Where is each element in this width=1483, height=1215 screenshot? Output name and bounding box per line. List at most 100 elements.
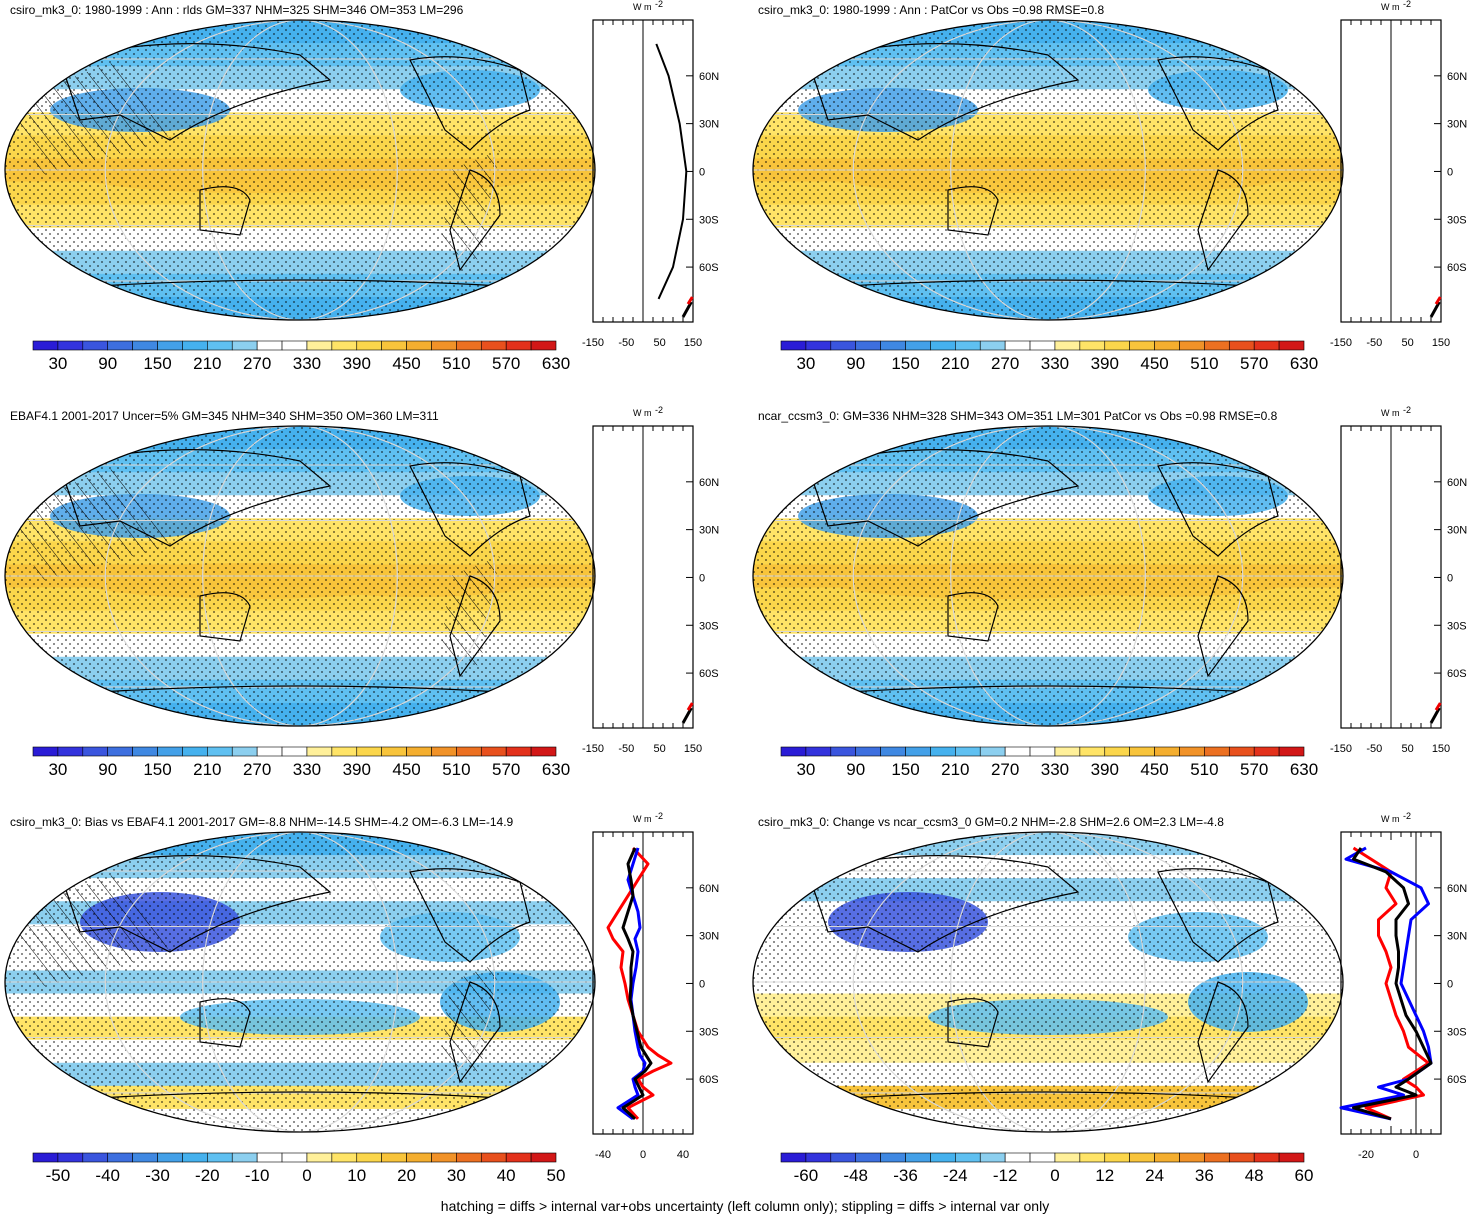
colorbar-swatch bbox=[57, 340, 84, 351]
colorbar-swatch bbox=[1104, 340, 1130, 351]
colorbar-label: 630 bbox=[542, 760, 570, 779]
coastline bbox=[59, 43, 332, 141]
graticule-meridian bbox=[852, 832, 1244, 1132]
colorbar-label: 630 bbox=[1290, 354, 1318, 373]
map-field bbox=[5, 426, 595, 726]
colorbar-swatch bbox=[132, 746, 158, 757]
zonal-profile: W m -2 60N 30N 0 30S 60S -150 -50 50 150 bbox=[1330, 405, 1467, 755]
colorbar-swatch bbox=[1278, 746, 1305, 757]
colorbar-label: 270 bbox=[991, 760, 1019, 779]
colorbar-swatch bbox=[1029, 746, 1056, 757]
colorbar-swatch bbox=[431, 746, 457, 757]
colorbar-label: -10 bbox=[245, 1166, 270, 1185]
x-tick-label: -150 bbox=[1330, 743, 1352, 755]
lat-label: 30N bbox=[1447, 931, 1467, 943]
lat-label: 60N bbox=[1447, 477, 1467, 489]
lat-label: 30S bbox=[1447, 214, 1467, 226]
colorbar-swatch bbox=[306, 1152, 333, 1163]
colorbar-swatch bbox=[32, 1152, 59, 1163]
panel-title: EBAF4.1 2001-2017 Uncer=5% GM=345 NHM=34… bbox=[10, 409, 439, 423]
colorbar-swatch bbox=[780, 340, 807, 351]
coastline bbox=[1157, 462, 1279, 557]
colorbar-swatch bbox=[306, 746, 333, 757]
colorbar-label: 30 bbox=[48, 760, 67, 779]
x-tick-label: 50 bbox=[654, 337, 666, 349]
colorbar-swatch bbox=[930, 746, 956, 757]
colorbar-label: 270 bbox=[243, 760, 271, 779]
colorbar-swatch bbox=[1204, 340, 1230, 351]
map-field bbox=[753, 426, 1343, 726]
colorbar-swatch bbox=[805, 1152, 832, 1163]
colorbar-label: 60 bbox=[1295, 1166, 1314, 1185]
x-tick-label: 150 bbox=[684, 743, 702, 755]
lat-label: 0 bbox=[699, 572, 705, 584]
coastline bbox=[807, 449, 1080, 547]
colorbar-swatch bbox=[1228, 1152, 1255, 1163]
colorbar-swatch bbox=[82, 746, 109, 757]
lat-label: 30N bbox=[699, 931, 719, 943]
colorbar-swatch bbox=[281, 746, 308, 757]
colorbar-swatch bbox=[107, 746, 133, 757]
unit-superscript: -2 bbox=[655, 811, 663, 821]
colorbar-swatch bbox=[1054, 340, 1081, 351]
colorbar-swatch bbox=[1179, 1152, 1205, 1163]
unit-superscript: -2 bbox=[1403, 405, 1411, 415]
colorbar-label: 90 bbox=[846, 760, 865, 779]
colorbar-label: 150 bbox=[143, 760, 171, 779]
panel-6: csiro_mk3_0: Change vs ncar_ccsm3_0 GM=0… bbox=[752, 811, 1467, 1185]
colorbar-swatch bbox=[381, 746, 407, 757]
colorbar-label: 0 bbox=[1050, 1166, 1059, 1185]
colorbar-swatch bbox=[356, 340, 382, 351]
coastline bbox=[59, 449, 332, 547]
colorbar-swatch bbox=[406, 340, 432, 351]
colorbar-swatch bbox=[505, 746, 532, 757]
colorbar-label: 570 bbox=[1240, 760, 1268, 779]
colorbar-swatch bbox=[1129, 1152, 1155, 1163]
colorbar-swatch bbox=[132, 1152, 158, 1163]
colorbar-swatch bbox=[905, 1152, 931, 1163]
zonal-profile: W m -2 60N 30N 0 30S 60S -20 0 bbox=[1339, 811, 1467, 1161]
lat-label: 30S bbox=[1447, 1026, 1467, 1038]
unit-superscript: -2 bbox=[1403, 811, 1411, 821]
x-tick-label: -50 bbox=[618, 743, 634, 755]
lat-label: 30N bbox=[699, 525, 719, 537]
colorbar-swatch bbox=[1129, 340, 1155, 351]
colorbar-swatch bbox=[1154, 340, 1180, 351]
coastline bbox=[199, 998, 251, 1048]
coastline bbox=[947, 186, 999, 236]
series-line bbox=[606, 846, 673, 1120]
colorbar-swatch bbox=[406, 746, 432, 757]
series-line bbox=[621, 847, 653, 1121]
graticule-meridian bbox=[852, 20, 1244, 320]
unit-superscript: -2 bbox=[1403, 0, 1411, 9]
lat-label: 30S bbox=[699, 1026, 719, 1038]
coastline bbox=[199, 592, 251, 642]
colorbar-label: 330 bbox=[1041, 760, 1069, 779]
colorbar-swatch bbox=[32, 746, 59, 757]
lat-label: 30N bbox=[1447, 119, 1467, 131]
colorbar-swatch bbox=[406, 1152, 432, 1163]
colorbar: 30 90 150 210 270 330 390 450 510 570 630 bbox=[780, 746, 1318, 779]
colorbar-label: 630 bbox=[542, 354, 570, 373]
colorbar-swatch bbox=[431, 340, 457, 351]
colorbar-swatch bbox=[830, 1152, 857, 1163]
colorbar: -60 -48 -36 -24 -12 0 12 24 36 48 60 bbox=[780, 1152, 1314, 1185]
colorbar-swatch bbox=[855, 1152, 881, 1163]
unit-label: W m bbox=[633, 408, 652, 418]
lat-label: 0 bbox=[1447, 166, 1453, 178]
colorbar-label: 36 bbox=[1195, 1166, 1214, 1185]
colorbar-label: 30 bbox=[48, 354, 67, 373]
graticule-meridian bbox=[104, 832, 496, 1132]
colorbar-label: 390 bbox=[343, 354, 371, 373]
colorbar-label: 390 bbox=[1091, 354, 1119, 373]
colorbar-swatch bbox=[1253, 340, 1280, 351]
colorbar-label: 12 bbox=[1095, 1166, 1114, 1185]
x-tick-label: 50 bbox=[1402, 743, 1414, 755]
colorbar-swatch bbox=[306, 340, 333, 351]
coastline bbox=[947, 998, 999, 1048]
colorbar: 30 90 150 210 270 330 390 450 510 570 630 bbox=[780, 340, 1318, 373]
colorbar-label: 210 bbox=[941, 354, 969, 373]
x-tick-label: -40 bbox=[595, 1149, 611, 1161]
colorbar-label: 570 bbox=[492, 354, 520, 373]
colorbar-label: 210 bbox=[941, 760, 969, 779]
